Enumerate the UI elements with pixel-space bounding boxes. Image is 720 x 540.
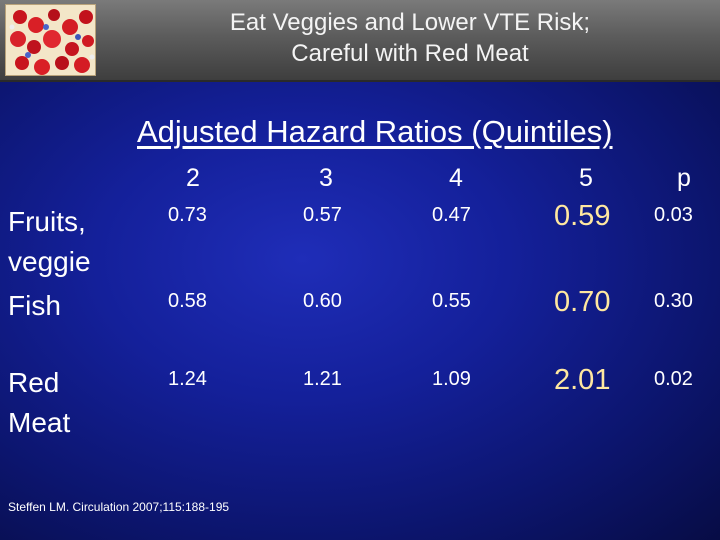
- row-label-red-meat: Red Meat: [8, 367, 71, 438]
- column-header-p: p: [677, 164, 691, 192]
- table-cell-highlight: 0.70: [554, 286, 611, 318]
- row-label-fish: Fish: [8, 290, 61, 321]
- title-line-2: Careful with Red Meat: [291, 40, 529, 67]
- table-cell-highlight: 2.01: [554, 364, 611, 396]
- table-cell: 0.60: [303, 290, 342, 312]
- table-cell: 0.58: [168, 290, 207, 312]
- table-cell-p-value: 0.30: [654, 290, 693, 312]
- slide-header: Eat Veggies and Lower VTE Risk; Careful …: [0, 0, 720, 82]
- column-header-5: 5: [579, 164, 593, 192]
- table-cell-highlight: 0.59: [554, 200, 611, 232]
- table-cell: 1.09: [432, 368, 471, 390]
- row-label-fruits-veggie: Fruits, veggie: [8, 206, 91, 277]
- table-cell: 1.24: [168, 368, 207, 390]
- table-subtitle: Adjusted Hazard Ratios (Quintiles): [137, 114, 613, 149]
- table-cell: 0.47: [432, 204, 471, 226]
- slide-title: Eat Veggies and Lower VTE Risk; Careful …: [100, 7, 720, 69]
- table-cell: 0.55: [432, 290, 471, 312]
- column-header-3: 3: [319, 164, 333, 192]
- table-cell-p-value: 0.03: [654, 204, 693, 226]
- table-cell: 0.73: [168, 204, 207, 226]
- title-line-1: Eat Veggies and Lower VTE Risk;: [229, 9, 591, 36]
- column-header-2: 2: [186, 164, 200, 192]
- column-header-4: 4: [449, 164, 463, 192]
- table-cell: 1.21: [303, 368, 342, 390]
- blood-cells-icon: [5, 4, 96, 76]
- table-cell: 0.57: [303, 204, 342, 226]
- table-cell-p-value: 0.02: [654, 368, 693, 390]
- citation: Steffen LM. Circulation 2007;115:188-195: [8, 500, 230, 514]
